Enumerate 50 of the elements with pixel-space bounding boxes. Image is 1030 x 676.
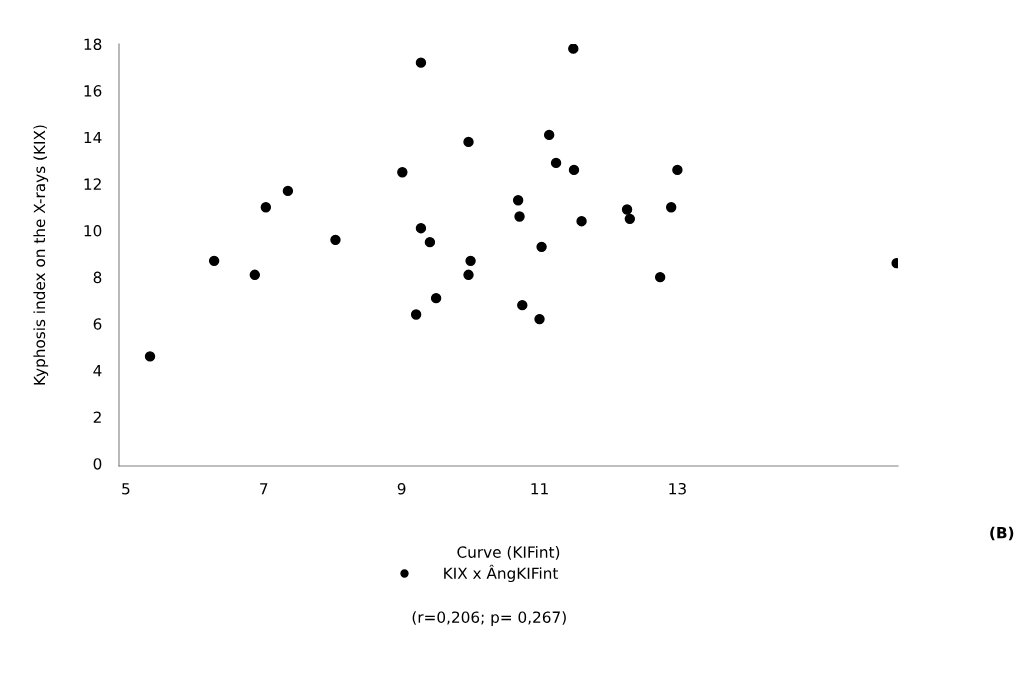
y-tick-label: 8 <box>93 271 102 284</box>
point <box>568 44 579 54</box>
point <box>415 57 427 68</box>
point <box>465 255 476 267</box>
point <box>430 292 442 304</box>
point <box>672 164 683 176</box>
y-tick-label: 0 <box>93 458 102 470</box>
point <box>410 309 422 320</box>
x-axis-title: Curve (KIFint) <box>457 546 560 560</box>
point <box>415 222 427 234</box>
point <box>463 269 474 281</box>
point <box>144 351 156 362</box>
point <box>550 157 562 169</box>
x-tick-label: 7 <box>260 483 268 495</box>
point <box>621 204 633 215</box>
point <box>424 236 436 248</box>
point <box>568 164 580 176</box>
y-tick-label: 18 <box>84 38 102 51</box>
point <box>463 136 474 148</box>
point <box>576 215 587 227</box>
point <box>260 202 272 213</box>
point <box>514 211 525 222</box>
point <box>330 234 341 246</box>
point <box>517 299 528 311</box>
y-axis-title: Kyphosis index on the X-rays (KIX) <box>33 125 49 385</box>
y-tick-label: 2 <box>93 411 101 423</box>
point <box>282 185 294 197</box>
x-tick-label: 11 <box>531 483 548 495</box>
point <box>536 241 547 253</box>
legend-label: KIX x ÂngKIFint <box>444 564 559 583</box>
x-tick-label: 9 <box>397 482 406 495</box>
y-tick-label: 6 <box>93 318 102 330</box>
y-tick-label: 14 <box>84 131 102 144</box>
point <box>654 271 666 283</box>
y-tick-label: 12 <box>84 178 101 190</box>
point <box>624 213 636 225</box>
x-tick-label: 13 <box>669 482 686 495</box>
y-tick-label: 10 <box>84 224 102 237</box>
point <box>249 269 261 281</box>
y-tick-label: 16 <box>84 85 102 97</box>
text: (r=0,206; p= 0,267) <box>412 611 566 626</box>
point <box>397 167 408 178</box>
y-tick-label: 4 <box>93 365 102 377</box>
x-tick-label: 5 <box>122 483 130 495</box>
text: (B) <box>990 526 1014 541</box>
point <box>543 129 555 141</box>
point <box>512 195 524 206</box>
point <box>534 313 545 325</box>
point <box>208 255 220 267</box>
point <box>665 202 677 213</box>
